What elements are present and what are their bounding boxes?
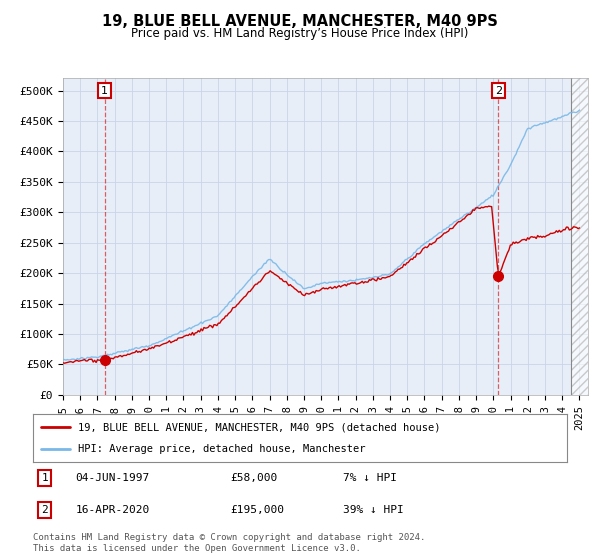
Text: £195,000: £195,000 xyxy=(230,505,284,515)
Text: 19, BLUE BELL AVENUE, MANCHESTER, M40 9PS: 19, BLUE BELL AVENUE, MANCHESTER, M40 9P… xyxy=(102,14,498,29)
Text: 2: 2 xyxy=(495,86,502,96)
Text: 04-JUN-1997: 04-JUN-1997 xyxy=(76,473,150,483)
Text: 1: 1 xyxy=(101,86,108,96)
Bar xyxy=(571,78,588,395)
Text: £58,000: £58,000 xyxy=(230,473,278,483)
Text: 7% ↓ HPI: 7% ↓ HPI xyxy=(343,473,397,483)
Text: 2: 2 xyxy=(41,505,48,515)
Text: HPI: Average price, detached house, Manchester: HPI: Average price, detached house, Manc… xyxy=(79,444,366,454)
Text: 16-APR-2020: 16-APR-2020 xyxy=(76,505,150,515)
Text: 39% ↓ HPI: 39% ↓ HPI xyxy=(343,505,403,515)
Text: 1: 1 xyxy=(41,473,48,483)
Text: Price paid vs. HM Land Registry’s House Price Index (HPI): Price paid vs. HM Land Registry’s House … xyxy=(131,27,469,40)
Text: Contains HM Land Registry data © Crown copyright and database right 2024.
This d: Contains HM Land Registry data © Crown c… xyxy=(33,533,425,553)
Text: 19, BLUE BELL AVENUE, MANCHESTER, M40 9PS (detached house): 19, BLUE BELL AVENUE, MANCHESTER, M40 9P… xyxy=(79,422,441,432)
